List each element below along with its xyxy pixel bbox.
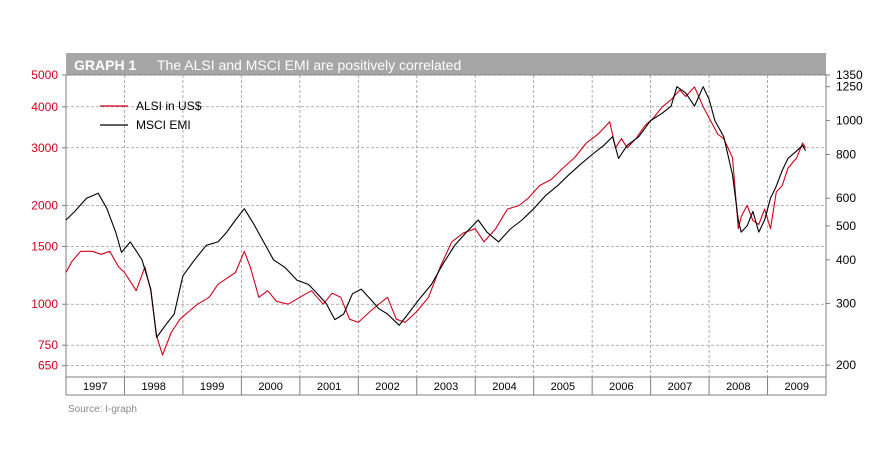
legend: ALSI in US$ MSCI EMI — [100, 99, 202, 132]
right-tick-label: 500 — [836, 219, 856, 233]
header-label: GRAPH 1 — [74, 57, 136, 73]
right-tick-label: 400 — [836, 253, 856, 267]
right-tick-label: 600 — [836, 191, 856, 205]
x-tick-label: 2004 — [492, 381, 516, 393]
x-tick-label: 2007 — [668, 381, 692, 393]
x-tick-label: 1997 — [83, 381, 107, 393]
left-tick-label: 2000 — [31, 199, 58, 213]
left-tick-label: 1500 — [31, 239, 58, 253]
x-tick-label: 2009 — [785, 381, 809, 393]
x-tick-label: 2001 — [317, 381, 341, 393]
right-tick-label: 200 — [836, 358, 856, 372]
right-tick-label: 1350 — [836, 68, 863, 82]
x-tick-label: 2005 — [551, 381, 575, 393]
right-tick-label: 1000 — [836, 114, 863, 128]
left-tick-label: 1000 — [31, 297, 58, 311]
series-line-alsi — [65, 86, 806, 356]
left-tick-label: 650 — [38, 359, 58, 373]
grid — [66, 74, 826, 377]
x-tick-label: 2002 — [375, 381, 399, 393]
source-note: Source: I-graph — [68, 404, 137, 415]
header-bar — [66, 53, 826, 75]
left-tick-label: 4000 — [31, 100, 58, 114]
right-tick-label: 800 — [836, 148, 856, 162]
x-tick-label: 2008 — [726, 381, 750, 393]
legend-label-msci: MSCI EMI — [136, 118, 191, 132]
x-axis: 1997 1998 1999 2000 2001 2002 2003 2004 2005 2006… — [83, 377, 827, 395]
left-tick-label: 3000 — [31, 141, 58, 155]
series-line-msci — [65, 86, 806, 339]
x-tick-label: 1998 — [141, 381, 165, 393]
left-tick-label: 5000 — [31, 68, 58, 82]
right-tick-label: 1250 — [836, 80, 863, 94]
series-group — [65, 86, 806, 356]
x-tick-label: 2000 — [258, 381, 282, 393]
header-title: The ALSI and MSCI EMI are positively cor… — [157, 57, 461, 73]
x-tick-label: 1999 — [200, 381, 224, 393]
x-tick-label: 2006 — [609, 381, 633, 393]
x-tick-label: 2003 — [434, 381, 458, 393]
left-axis: 5000 4000 3000 2000 1500 1000 750 650 — [31, 68, 66, 373]
right-tick-label: 300 — [836, 297, 856, 311]
legend-label-alsi: ALSI in US$ — [136, 99, 202, 113]
left-tick-label: 750 — [38, 338, 58, 352]
